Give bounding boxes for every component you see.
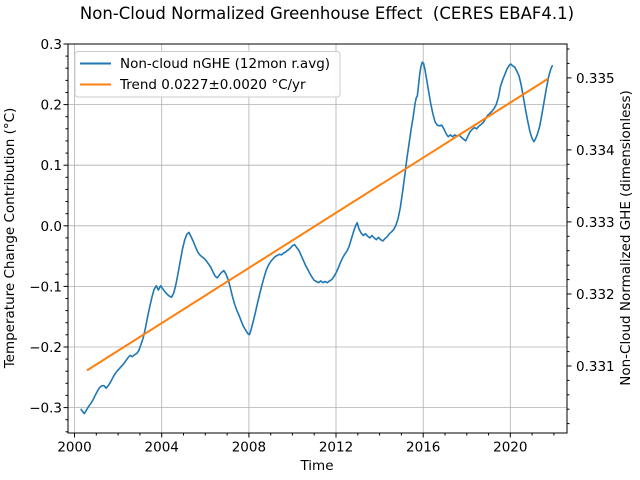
y-axis-label-right: Non-Cloud Normalized GHE (dimensionless) [618,90,634,386]
y-left-tick-label: 0.2 [41,98,62,114]
legend: Non-cloud nGHE (12mon r.avg) Trend 0.022… [74,51,341,98]
y-right-tick-label: 0.332 [576,287,615,303]
y-right-tick-label: 0.335 [576,71,615,87]
y-right-tick-label: 0.333 [576,215,615,231]
x-tick-label: 2004 [145,440,179,456]
y-right-tick-label: 0.331 [576,359,615,375]
x-axis-label: Time [299,458,333,474]
axis-tick-labels: 2000 2004 2008 2012 2016 2020 0.3 0.2 0.1 0.0 −0.1… [29,37,614,456]
x-tick-label: 2008 [232,440,266,456]
y-left-tick-label: 0.0 [41,219,62,235]
legend-box [74,51,341,98]
y-left-tick-label: −0.1 [29,279,62,295]
legend-label-nghe: Non-cloud nGHE (12mon r.avg) [120,56,330,72]
x-tick-label: 2016 [406,440,440,456]
y-left-tick-label: 0.3 [41,37,62,53]
x-tick-label: 2012 [319,440,353,456]
y-left-tick-label: −0.3 [29,401,62,417]
y-left-tick-label: −0.2 [29,340,62,356]
x-tick-label: 2020 [493,440,527,456]
series-lines [80,61,553,415]
axis-ticks [63,43,572,438]
gridlines [68,43,567,433]
y-axis-label-left: Temperature Change Contribution (°C) [2,108,18,370]
y-right-tick-label: 0.334 [576,143,615,159]
plot-border [67,43,568,434]
chart-title: Non-Cloud Normalized Greenhouse Effect (… [80,4,574,23]
x-tick-label: 2000 [57,440,91,456]
legend-label-trend: Trend 0.0227±0.0020 °C/yr [119,77,306,93]
y-left-tick-label: 0.1 [41,158,62,174]
